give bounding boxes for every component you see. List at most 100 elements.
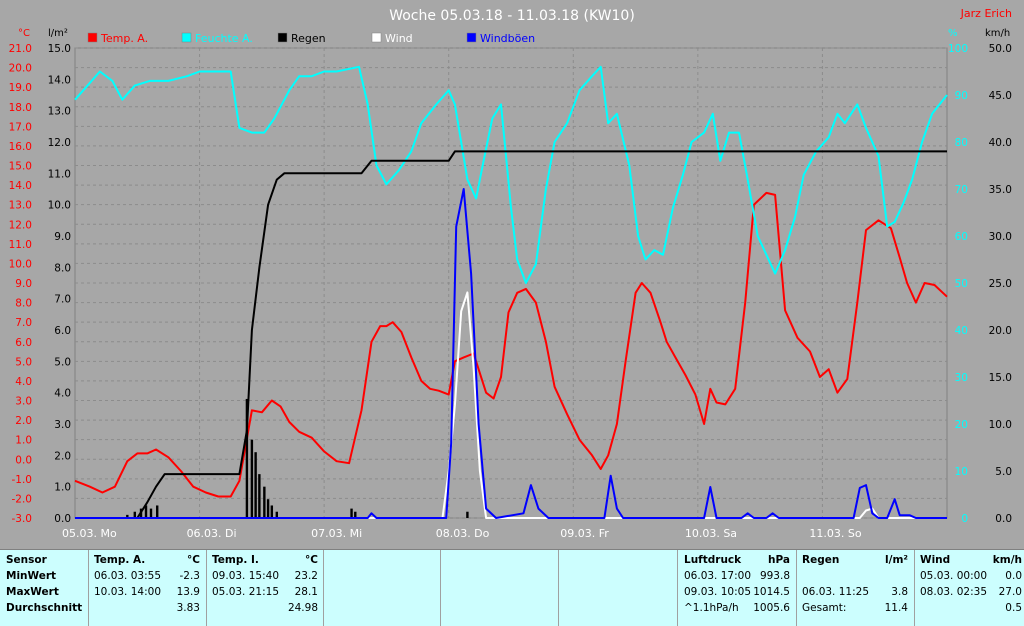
stats-wind: Wind km/h 05.03. 00:00 0.0 08.03. 02:35 27.…: [920, 554, 1022, 624]
wind-line: [75, 291, 947, 519]
wind-min-dt: 05.03. 00:00: [920, 570, 987, 582]
rain-bar: [275, 511, 279, 518]
temp-tick-label: 16.0: [9, 141, 32, 153]
rain-tick-label: 5.0: [54, 356, 71, 368]
temp-i-unit: °C: [305, 554, 318, 566]
temp-a-unit: °C: [187, 554, 200, 566]
temp-i-head: Temp. I.: [212, 554, 259, 566]
pressure-max-val: 1014.5: [753, 586, 790, 598]
legend-swatch: [371, 32, 382, 43]
rain-max-val: 3.8: [891, 586, 908, 598]
unit-rain: l/m²: [48, 28, 68, 39]
temp-i-max-dt: 05.03. 21:15: [212, 586, 279, 598]
humidity-tick-label: 70: [955, 184, 968, 196]
plot-frame: [74, 47, 948, 519]
humidity-tick-label: 40: [955, 325, 968, 337]
rain-unit: l/m²: [885, 554, 908, 566]
rain-bar: [266, 499, 270, 518]
temp-tick-label: 8.0: [15, 298, 32, 310]
x-tick-label: 09.03. Fr: [560, 527, 609, 540]
temp-tick-label: 10.0: [9, 258, 32, 270]
rain-bar: [270, 505, 274, 518]
rain-tick-label: 7.0: [54, 294, 71, 306]
unit-humidity: %: [948, 28, 958, 39]
temp-tick-label: 2.0: [15, 415, 32, 427]
rain-bar: [149, 508, 153, 518]
temp-a-max-val: 13.9: [176, 586, 200, 598]
wind-tick-label: 0.0: [995, 513, 1012, 525]
temp-tick-label: 21.0: [9, 43, 32, 55]
rain-tick-label: 15.0: [48, 43, 71, 55]
weather-chart: Woche 05.03.18 - 11.03.18 (KW10) Jarz Er…: [9, 7, 1012, 540]
temp-tick-label: 6.0: [15, 337, 32, 349]
temp-tick-label: 9.0: [15, 278, 32, 290]
rain-bar: [466, 511, 469, 518]
temp-tick-label: 19.0: [9, 82, 32, 94]
x-tick-label: 11.03. So: [809, 527, 861, 540]
rain-tick-label: 14.0: [48, 74, 71, 86]
temp-tick-label: -3.0: [12, 513, 33, 525]
min-label: MinWert: [6, 570, 57, 582]
rain-tick-label: 12.0: [48, 137, 71, 149]
wind-tick-label: 5.0: [995, 466, 1012, 478]
rain-bar: [144, 505, 148, 518]
stats-title: Sensor: [6, 554, 47, 566]
temp-i-max-val: 28.1: [294, 586, 318, 598]
rain-bar: [133, 511, 136, 518]
x-tick-label: 08.03. Do: [436, 527, 490, 540]
wind-tick-label: 30.0: [989, 231, 1012, 243]
humidity-tick-label: 30: [955, 372, 968, 384]
wind-tick-label: 25.0: [989, 278, 1012, 290]
rain-tick-label: 9.0: [54, 231, 71, 243]
temp-i-min-dt: 09.03. 15:40: [212, 570, 279, 582]
temp-tick-label: -2.0: [12, 493, 33, 505]
humidity-tick-label: 60: [955, 231, 968, 243]
temp-tick-label: 7.0: [15, 317, 32, 329]
rain-bar: [250, 439, 254, 518]
pressure-unit: hPa: [768, 554, 790, 566]
grid: [74, 47, 948, 519]
temp-tick-label: 4.0: [15, 376, 32, 388]
wind-unit: km/h: [992, 554, 1022, 566]
temp-a-avg: 3.83: [176, 602, 200, 614]
x-tick-label: 05.03. Mo: [62, 527, 117, 540]
rain-tick-label: 4.0: [54, 388, 71, 400]
stats-panel: Sensor MinWert MaxWert Durchschnitt Temp…: [0, 549, 1024, 626]
rain-tick-label: 10.0: [48, 200, 71, 212]
legend: Temp. A. Feuchte A. Regen Wind Windböen: [87, 32, 535, 45]
temp-tick-label: 12.0: [9, 219, 32, 231]
humidity-tick-label: 50: [955, 278, 968, 290]
wind-tick-label: 20.0: [989, 325, 1012, 337]
rain-tick-label: 6.0: [54, 325, 71, 337]
temp-tick-label: 5.0: [15, 356, 32, 368]
wind-tick-label: 15.0: [989, 372, 1012, 384]
regen-line: [75, 150, 947, 519]
temp-a-head: Temp. A.: [94, 554, 146, 566]
temp-tick-label: 3.0: [15, 396, 32, 408]
rain-tick-label: 8.0: [54, 262, 71, 274]
feuchte-a-line: [74, 65, 948, 284]
rain-bar: [354, 511, 357, 518]
stats-rain: Regen l/m² 06.03. 11:25 3.8 Gesamt: 11.4: [802, 554, 908, 624]
temp-i-min-val: 23.2: [294, 570, 318, 582]
temp-tick-label: 11.0: [9, 239, 32, 251]
temp-a-line: [74, 191, 948, 498]
wind-tick-label: 50.0: [989, 43, 1012, 55]
stats-temp-i: Temp. I. °C 09.03. 15:40 23.2 05.03. 21:15…: [212, 554, 318, 624]
rain-tick-label: 2.0: [54, 450, 71, 462]
x-tick-label: 07.03. Mi: [311, 527, 362, 540]
rain-bar: [245, 398, 249, 518]
legend-swatch: [181, 32, 192, 43]
temp-tick-label: 15.0: [9, 161, 32, 173]
pressure-min-dt: 06.03. 17:00: [684, 570, 751, 582]
humidity-tick-label: 100: [948, 43, 968, 55]
pressure-min-val: 993.8: [759, 570, 790, 582]
humidity-tick-label: 10: [955, 466, 968, 478]
wind-tick-label: 10.0: [989, 419, 1012, 431]
legend-swatch: [277, 32, 288, 43]
temp-tick-label: 18.0: [9, 102, 32, 114]
temp-a-min-dt: 06.03. 03:55: [94, 570, 161, 582]
legend-swatch: [466, 32, 477, 43]
wind-avg: 0.5: [1005, 602, 1022, 614]
legend-label: Regen: [291, 32, 326, 45]
